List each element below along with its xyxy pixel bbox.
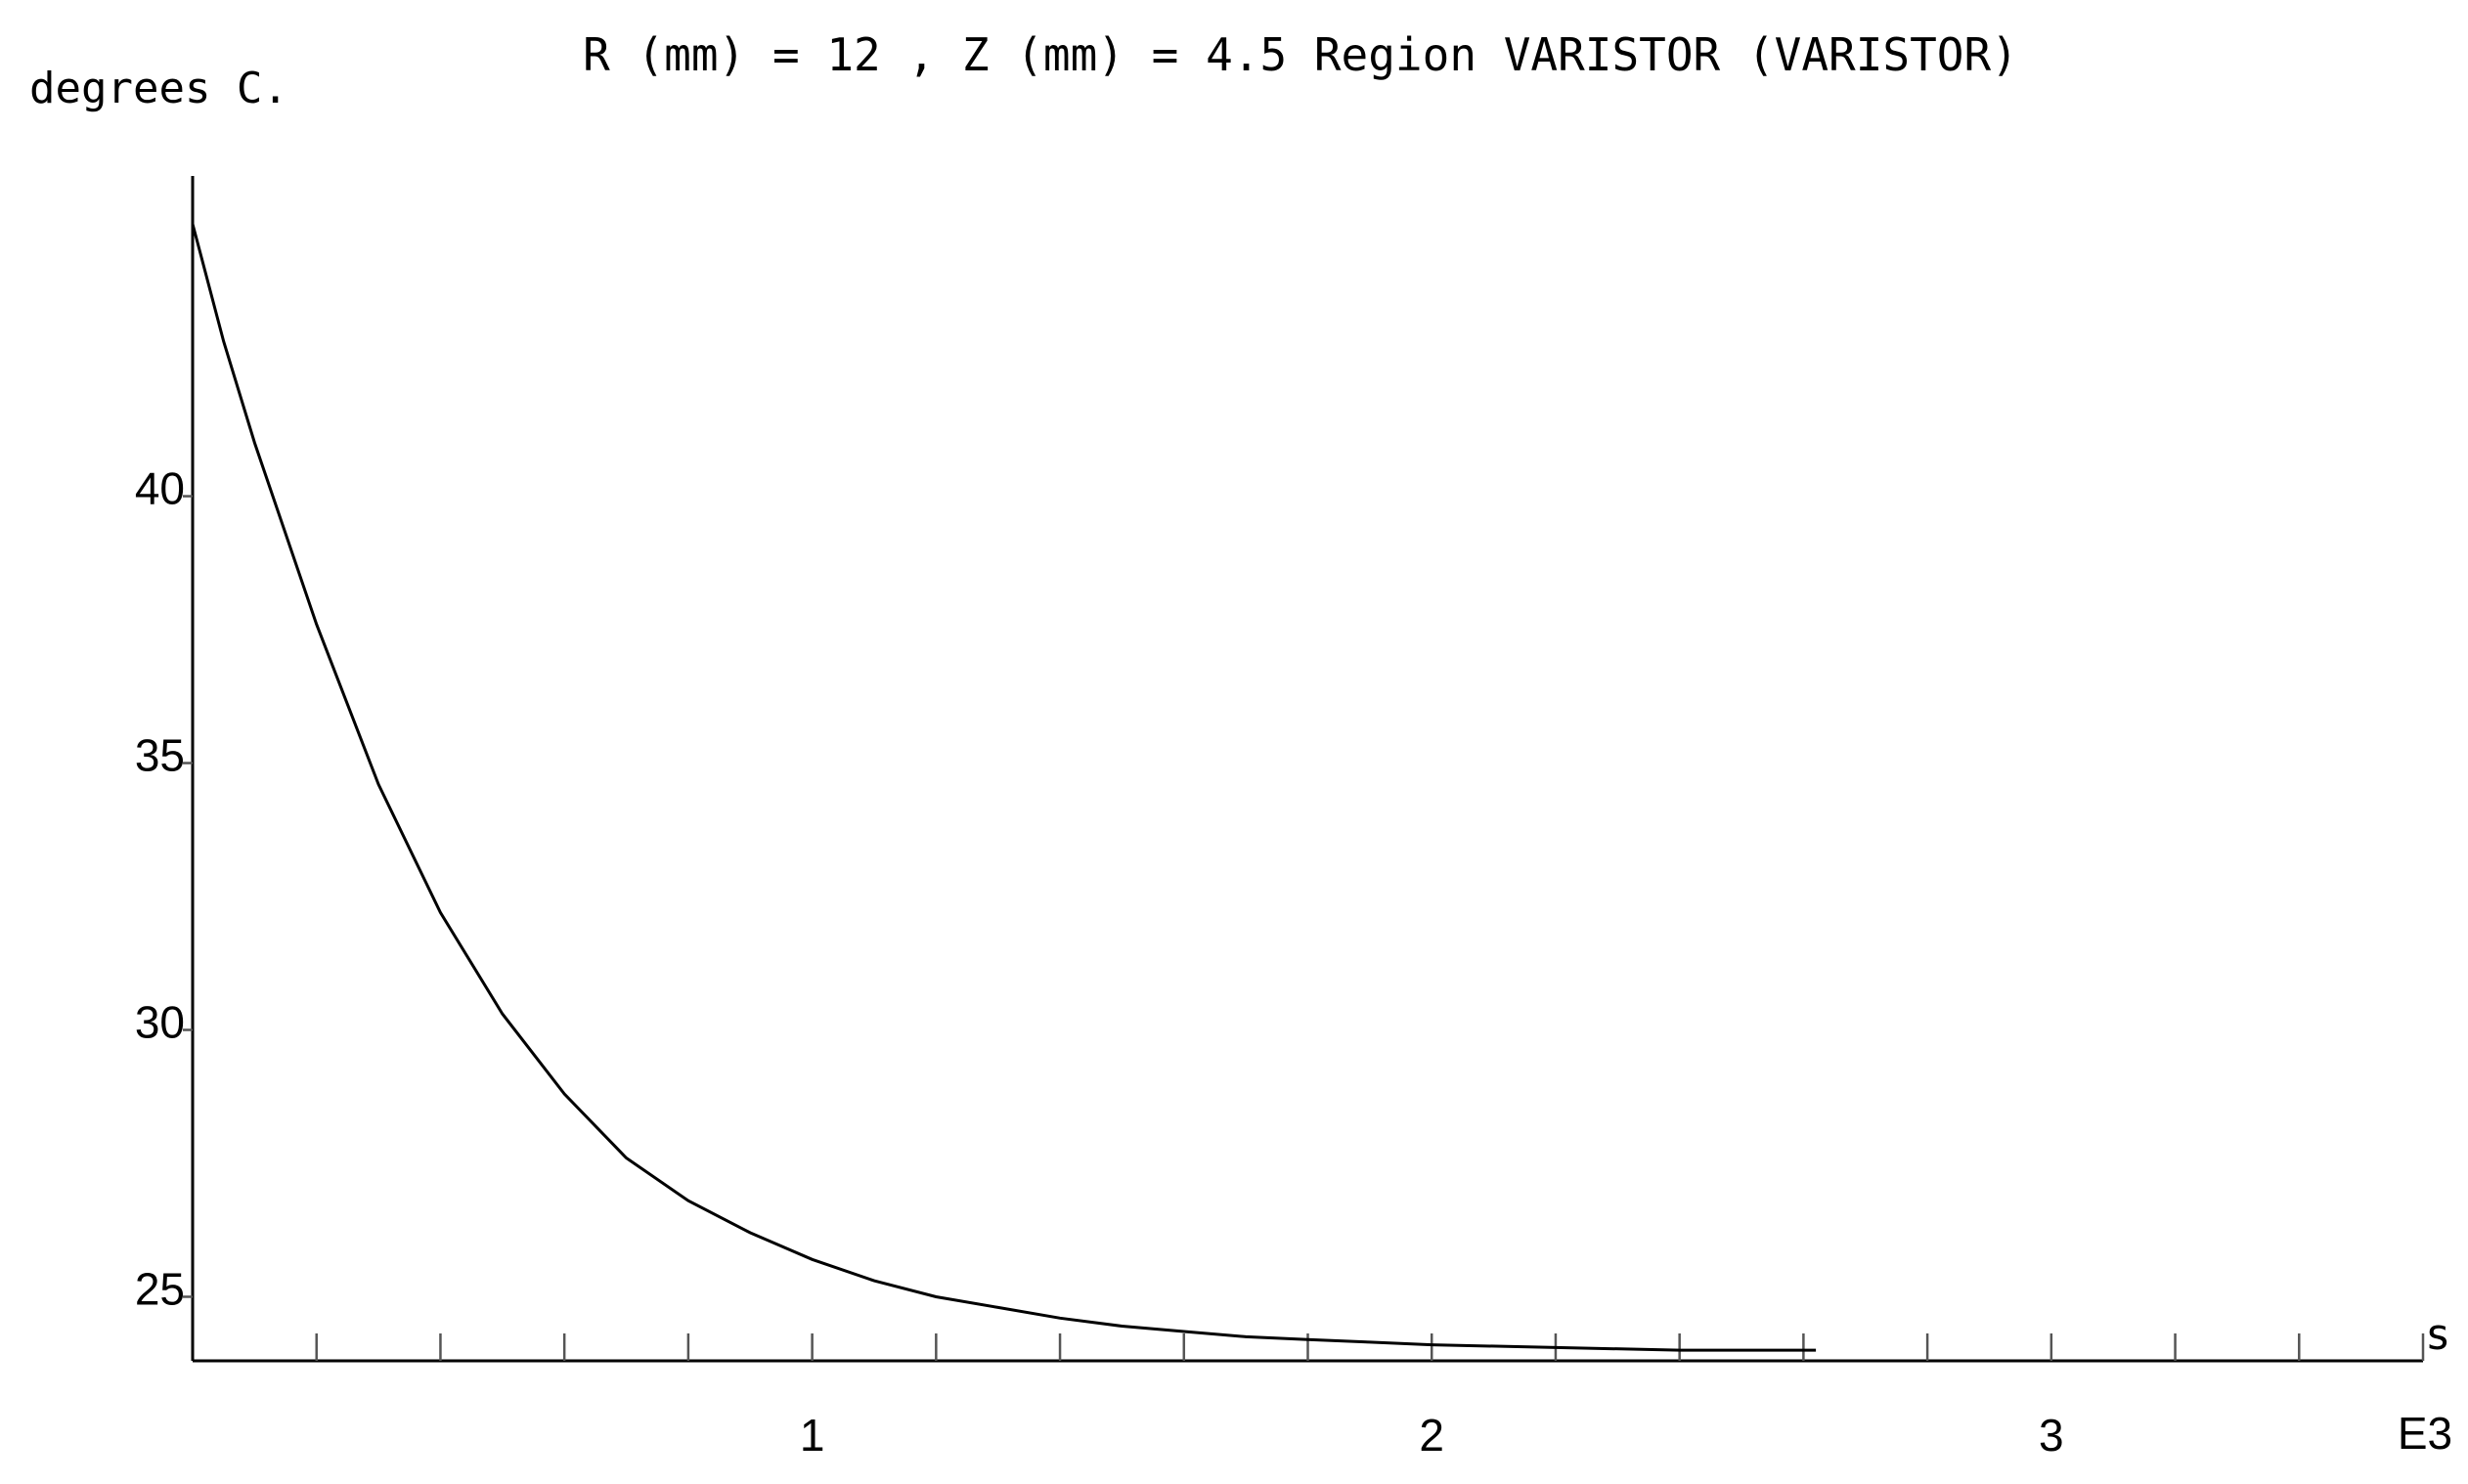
x-axis-label: s: [2425, 1310, 2451, 1360]
y-tick-label: 25: [135, 1263, 185, 1314]
y-ticks: [183, 495, 193, 1298]
y-tick-label: 40: [135, 463, 185, 514]
x-tick-label: 3: [2039, 1410, 2064, 1461]
y-tick-labels: 25 30 35 40: [135, 463, 185, 1315]
chart-title: R (mm) = 12 , Z (mm) = 4.5 Region VARIST…: [583, 28, 2018, 81]
y-tick-label: 30: [135, 997, 185, 1048]
x-tick-label: 1: [800, 1410, 825, 1461]
x-tick-labels: 1 2 3: [800, 1410, 2064, 1461]
x-tick-label: 2: [1419, 1410, 1444, 1461]
y-axis-label: degrees C.: [29, 64, 288, 113]
x-multiplier-label: E3: [2398, 1408, 2452, 1459]
temperature-series-line: [191, 223, 1817, 1352]
y-tick-label: 35: [135, 730, 185, 781]
